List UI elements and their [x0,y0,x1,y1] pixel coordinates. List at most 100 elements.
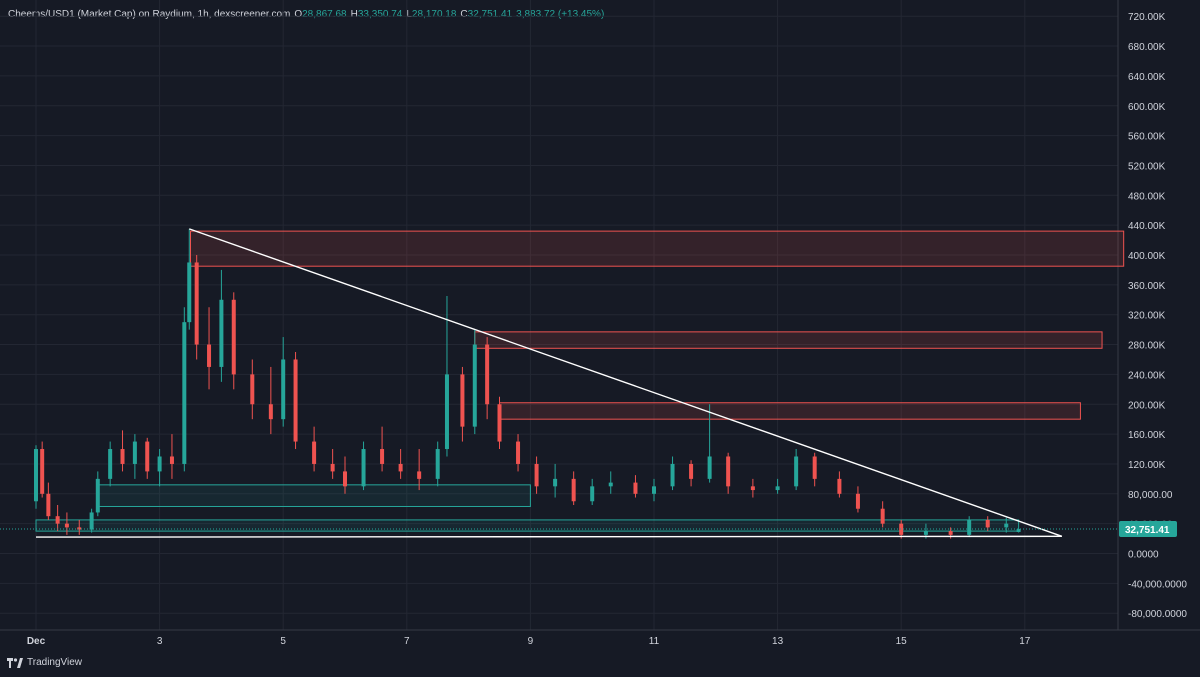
price-tick-label: 560.00K [1128,132,1166,143]
candle-body [472,344,477,427]
candle-body [398,463,403,472]
candle-body [77,527,82,530]
candle-body [361,449,366,487]
ohlc-header: Cheems/USD1 (Market Cap) on Raydium, 1h,… [8,9,604,20]
resistance-zone [474,331,1103,349]
resistance-zone [499,402,1081,420]
candle-body [40,449,45,494]
candle-body [169,456,174,464]
price-tick-label: 0.0000 [1128,550,1159,561]
low-value: 28,170.18 [411,9,457,20]
support-zone [35,519,1020,532]
candle-body [516,441,521,464]
price-tick-label: 440.00K [1128,221,1166,232]
candle-body [707,456,712,479]
candle-body [64,523,69,528]
candle-body [120,449,125,464]
candle-body [923,531,928,535]
candle-body [967,519,972,535]
symbol-title[interactable]: Cheems/USD1 (Market Cap) on Raydium, 1h,… [8,9,291,20]
last-price-tag [1119,521,1177,538]
open-value: 28,867.68 [302,9,347,20]
candle-body [899,523,904,535]
candle-body [182,322,187,464]
candle-body [187,262,192,323]
candle-body [726,456,731,487]
price-tick-label: 120.00K [1128,460,1166,471]
price-tick-label: 240.00K [1128,370,1166,381]
change-value: 3,883.72 (+13.45%) [516,9,605,20]
close-label: C [460,9,468,20]
price-tick-label: -80,000.0000 [1128,609,1187,620]
price-tick-label: 680.00K [1128,42,1166,53]
candle-body [571,478,576,502]
candle-body [670,463,675,487]
price-tick-label: -40,000.0000 [1128,579,1187,590]
candle-body [46,493,51,517]
price-tick-label: 80,000.00 [1128,490,1173,501]
candle-body [330,463,335,472]
tradingview-name: TradingView [27,657,83,668]
candle-body [89,512,94,530]
candle-body [553,478,558,487]
price-tick-label: 640.00K [1128,72,1166,83]
candle-body [435,449,440,479]
candle-body [145,441,150,472]
candle-body [794,456,799,487]
candle-body [837,478,842,494]
high-label: H [350,9,358,20]
price-tick-label: 160.00K [1128,430,1166,441]
candle-body [293,359,298,442]
tradingview-logo[interactable]: TradingView [7,657,82,668]
price-tick-label: 600.00K [1128,102,1166,113]
price-tick-label: 320.00K [1128,311,1166,322]
candle-body [534,463,539,487]
candle-body [34,449,38,502]
candle-body [1016,529,1021,532]
time-tick-label: 13 [772,636,784,647]
candle-body [608,482,613,487]
candle-body [985,519,990,528]
time-tick-label: 3 [157,636,163,647]
price-tick-label: 200.00K [1128,400,1166,411]
candle-body [250,374,255,405]
candle-body [497,404,502,442]
price-tick-label: 720.00K [1128,12,1166,23]
candle-body [268,404,273,420]
candle-body [633,482,638,494]
candle-body [590,486,595,502]
trend-line [35,535,1062,538]
price-tick-label: 480.00K [1128,191,1166,202]
candle-body [231,299,236,375]
low-label: L [406,9,412,20]
time-tick-label: 9 [528,636,534,647]
candle-body [281,359,286,420]
time-tick-label: 11 [649,636,660,647]
tradingview-icon [7,657,23,668]
candle-body [750,486,755,491]
candle-body [312,441,317,464]
candle-body [55,516,60,524]
candle-body [775,486,780,491]
price-tick-label: 280.00K [1128,341,1166,352]
candle-body [855,493,860,509]
price-tick-label: 360.00K [1128,281,1166,292]
price-tick-label: 400.00K [1128,251,1166,262]
candle-body [207,344,212,367]
time-tick-label: 7 [404,636,410,647]
resistance-zone [190,230,1125,267]
trend-line [189,228,1063,537]
candle-body [219,299,224,367]
candle-body [108,449,113,479]
time-tick-label: 5 [280,636,286,647]
candle-body [689,463,694,479]
support-zone [97,484,531,507]
candle-body [812,456,817,479]
candle-body [95,478,100,513]
candle-body [194,262,199,345]
price-tick-label: 520.00K [1128,161,1166,172]
candle-body [485,344,490,405]
candle-body [157,456,162,472]
